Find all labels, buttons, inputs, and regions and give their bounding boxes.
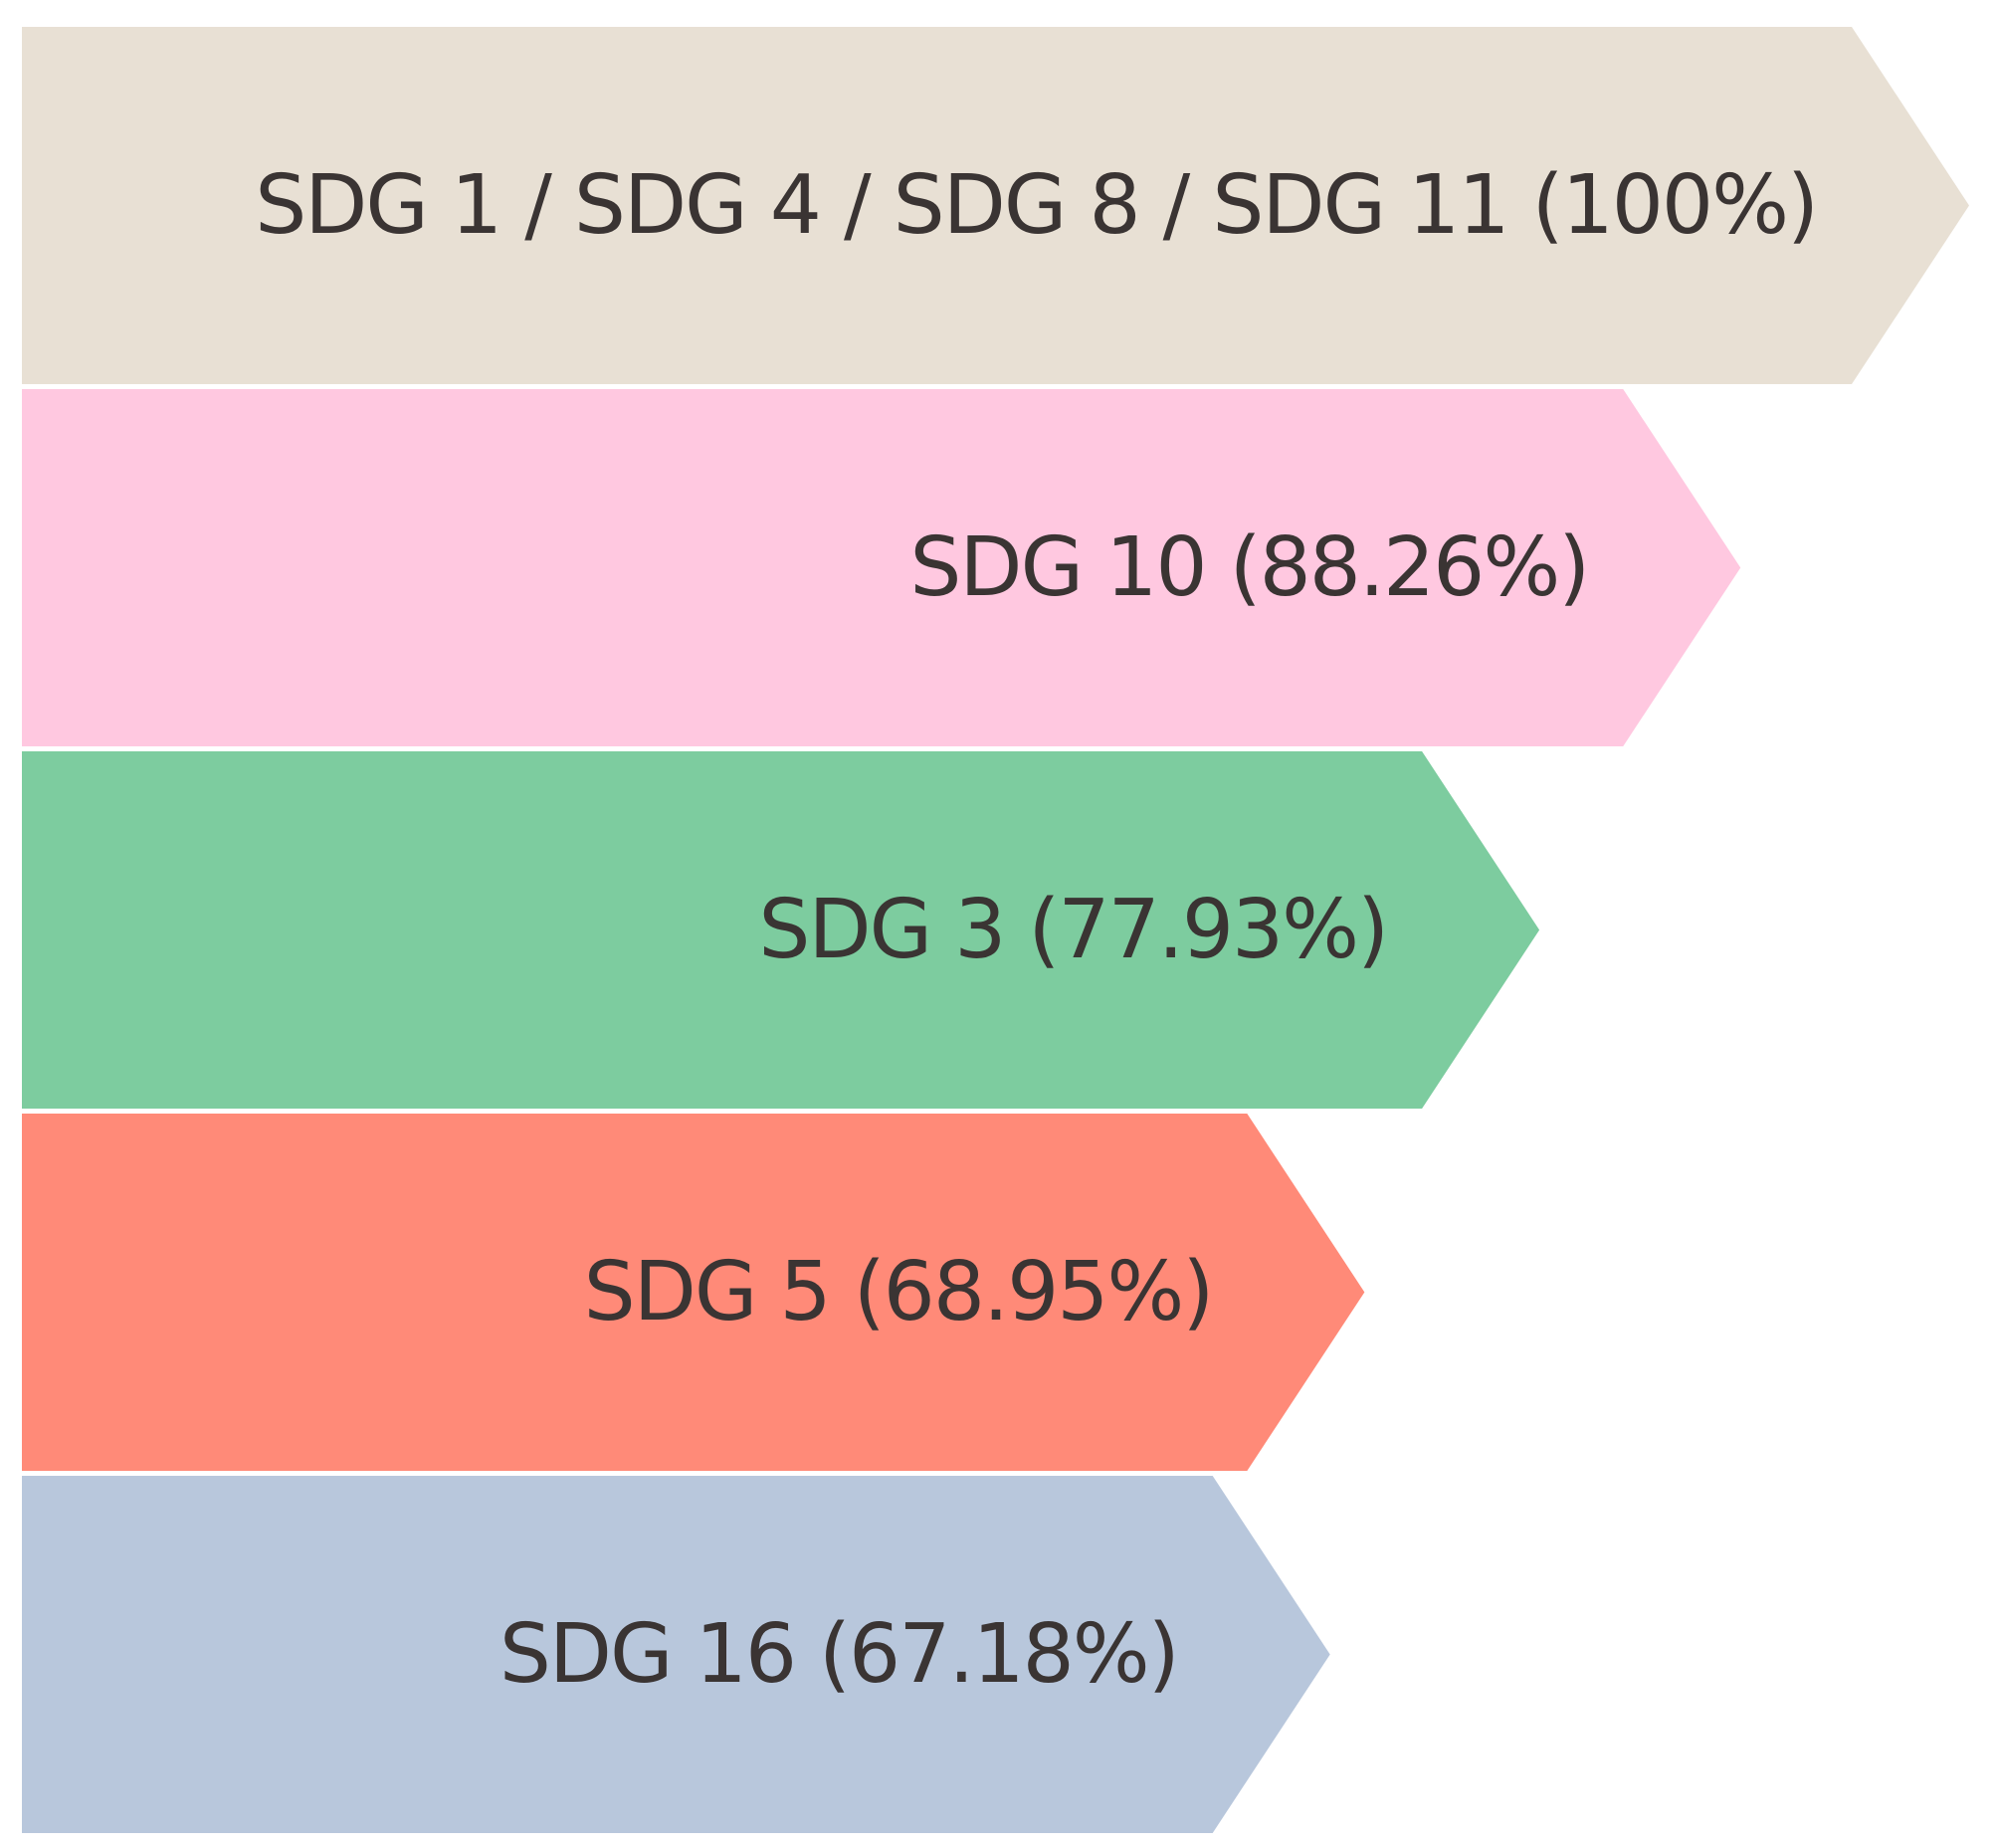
bars-group (22, 27, 1969, 1833)
bar-5 (22, 1476, 1330, 1833)
bar-label-4: SDG 5 (68.95%) (584, 1245, 1213, 1339)
bar-label-3: SDG 3 (77.93%) (758, 883, 1387, 977)
bar-label-1: SDG 1 / SDG 4 / SDG 8 / SDG 11 (100%) (255, 158, 1817, 253)
bar-1 (22, 27, 1969, 384)
bar-label-2: SDG 10 (88.26%) (909, 520, 1588, 615)
bar-label-5: SDG 16 (67.18%) (499, 1607, 1178, 1702)
bar-3 (22, 751, 1540, 1109)
bar-4 (22, 1114, 1365, 1471)
bar-2 (22, 389, 1741, 746)
labels-group: SDG 1 / SDG 4 / SDG 8 / SDG 11 (100%) SDG… (255, 158, 1819, 1702)
